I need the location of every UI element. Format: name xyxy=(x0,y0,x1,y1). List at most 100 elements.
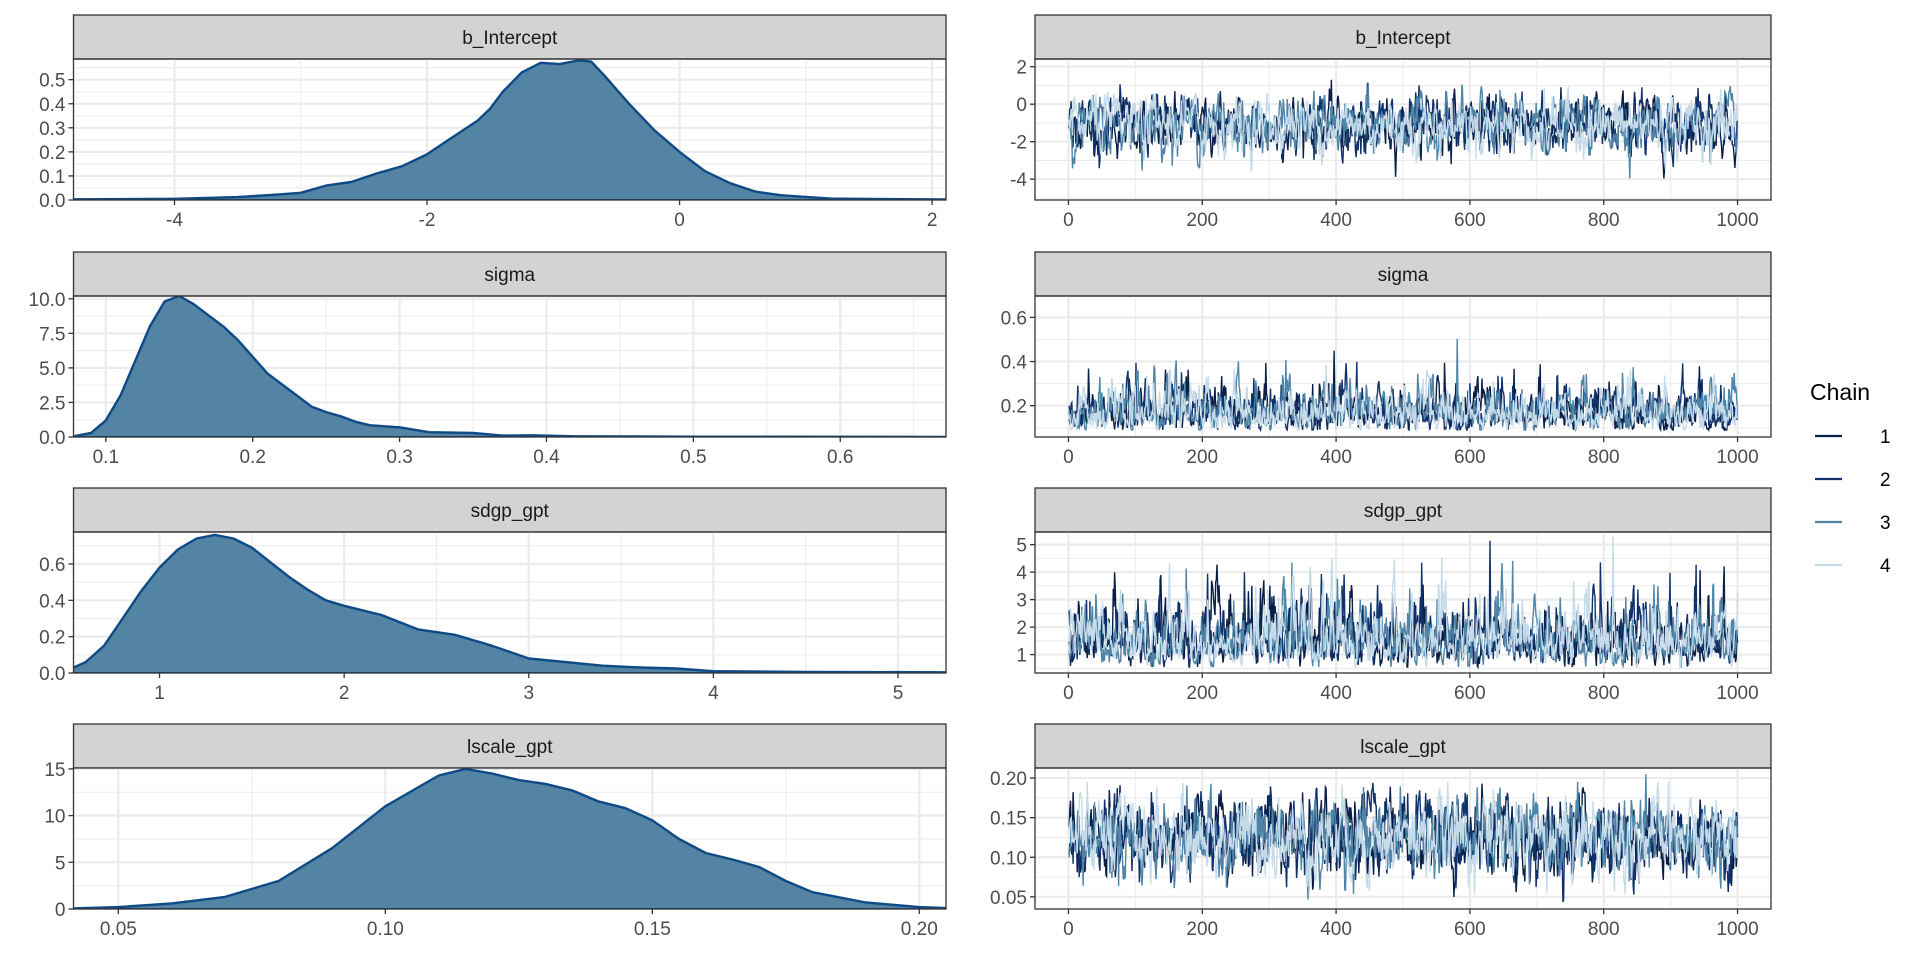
x-tick-label: 0.3 xyxy=(386,447,412,468)
x-tick-label: 0.5 xyxy=(680,447,706,468)
facet-strip xyxy=(72,14,947,60)
trace-line-chain-1 xyxy=(1068,79,1739,179)
y-tick-label: 0.2 xyxy=(39,628,65,649)
plot-area xyxy=(1035,59,1771,200)
panel-border xyxy=(1034,767,1772,910)
x-tick-label: 1000 xyxy=(1716,919,1758,940)
x-tick-label: 800 xyxy=(1588,447,1620,468)
y-tick-label: 0.15 xyxy=(990,809,1027,830)
x-tick-label: 2 xyxy=(927,210,938,231)
trace-panel-lscale_gpt: lscale_gpt 0 200 400 600 800 1000 0.05 0.10 0.15 0… xyxy=(990,723,1772,940)
y-tick-label: 0.0 xyxy=(39,428,65,449)
y-tick-label: 10 xyxy=(44,807,65,828)
density-area xyxy=(73,60,946,200)
y-tick-label: 0.2 xyxy=(39,143,65,164)
y-tick-label: 0.2 xyxy=(1001,397,1027,418)
x-tick-label: 800 xyxy=(1588,919,1620,940)
density-area xyxy=(73,296,946,437)
density-line xyxy=(73,296,946,437)
x-tick-label: 5 xyxy=(893,683,904,704)
trace-line-chain-4 xyxy=(1068,536,1739,670)
legend-label: 4 xyxy=(1880,556,1891,577)
x-tick-label: 2 xyxy=(339,683,350,704)
plot-area xyxy=(1035,296,1771,437)
trace-panel-b_Intercept: b_Intercept 0 200 400 600 800 1000 -4 -2 0 2 xyxy=(1010,14,1772,231)
facet-label: lscale_gpt xyxy=(467,737,553,758)
facet-strip xyxy=(72,487,947,533)
legend-label: 2 xyxy=(1880,470,1891,491)
x-tick-label: 1000 xyxy=(1716,447,1758,468)
x-tick-label: 800 xyxy=(1588,683,1620,704)
y-tick-label: 0.5 xyxy=(39,71,65,92)
density-panel-sigma: sigma 0.1 0.2 0.3 0.4 0.5 0.6 0.0 2.5 5.0 7.5 10.0 xyxy=(29,251,947,468)
panels: b_Intercept-4 -2 0 20.00.10.20.30.40.5b_Int… xyxy=(29,14,1772,940)
x-tick-label: 0 xyxy=(1063,919,1074,940)
x-tick-label: 0 xyxy=(1063,683,1074,704)
y-tick-label: 0 xyxy=(1016,95,1027,116)
y-tick-label: 0.10 xyxy=(990,848,1027,869)
panel-border xyxy=(72,767,947,910)
x-tick-label: 400 xyxy=(1320,683,1352,704)
y-tick-label: 0.0 xyxy=(39,664,65,685)
panel-border xyxy=(72,58,947,201)
x-tick-label: 600 xyxy=(1454,210,1486,231)
y-tick-label: 5 xyxy=(55,853,66,874)
y-tick-label: -4 xyxy=(1010,170,1027,191)
trace-line-chain-4 xyxy=(1068,781,1739,895)
trace-line-chain-4 xyxy=(1068,86,1739,174)
y-tick-label: 0 xyxy=(55,900,66,921)
x-tick-label: 400 xyxy=(1320,447,1352,468)
plot-area xyxy=(73,768,946,909)
y-tick-label: 1 xyxy=(1016,646,1027,667)
x-tick-label: 1 xyxy=(154,683,165,704)
trace-panel-sigma: sigma 0 200 400 600 800 1000 0.2 0.4 0.6 xyxy=(1001,251,1772,468)
panel-border xyxy=(72,531,947,674)
y-tick-label: -2 xyxy=(1010,133,1027,154)
panel-border xyxy=(1034,295,1772,438)
density-area xyxy=(73,534,946,673)
x-tick-label: 0 xyxy=(1063,447,1074,468)
y-tick-label: 3 xyxy=(1016,591,1027,612)
y-tick-label: 4 xyxy=(1016,563,1027,584)
y-tick-label: 2 xyxy=(1016,58,1027,79)
x-tick-label: 1000 xyxy=(1716,683,1758,704)
y-tick-label: 0.4 xyxy=(39,591,66,612)
x-tick-label: 200 xyxy=(1186,919,1218,940)
density-line xyxy=(73,59,946,200)
y-tick-label: 0.1 xyxy=(39,167,65,188)
density-panel-b_Intercept: b_Intercept -4 -2 0 2 0.0 0.1 0.2 0.3 0.4 0.5 xyxy=(39,14,947,231)
y-tick-label: 5.0 xyxy=(39,359,65,380)
plot-area xyxy=(1035,768,1771,909)
y-tick-label: 0.3 xyxy=(39,119,65,140)
panel-border xyxy=(1034,58,1772,201)
y-tick-label: 10.0 xyxy=(29,290,66,311)
x-tick-label: 600 xyxy=(1454,919,1486,940)
x-tick-label: 0.2 xyxy=(239,447,265,468)
facet-strip xyxy=(1034,487,1772,533)
facet-label: b_Intercept xyxy=(1355,28,1451,49)
facet-label: sdgp_gpt xyxy=(1364,501,1443,522)
x-tick-label: 600 xyxy=(1454,683,1486,704)
facet-label: sdgp_gpt xyxy=(471,501,550,522)
y-tick-label: 5 xyxy=(1016,536,1027,557)
x-tick-label: 0.20 xyxy=(901,919,938,940)
y-tick-label: 0.4 xyxy=(1001,353,1028,374)
density-panel-sdgp_gpt: sdgp_gpt 1 2 3 4 5 0.0 0.2 0.4 0.6 xyxy=(39,487,947,704)
trace-panel-sdgp_gpt: sdgp_gpt 0 200 400 600 800 1000 1 2 3 4 5 xyxy=(1016,487,1772,704)
chain-legend: Chain 1 2 3 4 xyxy=(1810,379,1891,577)
trace-line-chain-3 xyxy=(1068,774,1739,900)
facet-label: sigma xyxy=(484,265,535,286)
x-tick-label: 800 xyxy=(1588,210,1620,231)
y-tick-label: 7.5 xyxy=(39,324,65,345)
y-tick-label: 0.05 xyxy=(990,888,1027,909)
y-tick-label: 0.6 xyxy=(1001,308,1027,329)
density-panel-lscale_gpt: lscale_gpt 0.05 0.10 0.15 0.20 0 5 10 15 xyxy=(44,723,947,940)
x-tick-label: 0.15 xyxy=(634,919,671,940)
x-tick-label: -2 xyxy=(419,210,436,231)
density-line xyxy=(73,533,946,673)
y-tick-label: 2.5 xyxy=(39,393,65,414)
x-tick-label: 4 xyxy=(708,683,719,704)
x-tick-label: 600 xyxy=(1454,447,1486,468)
panel-border xyxy=(72,295,947,438)
